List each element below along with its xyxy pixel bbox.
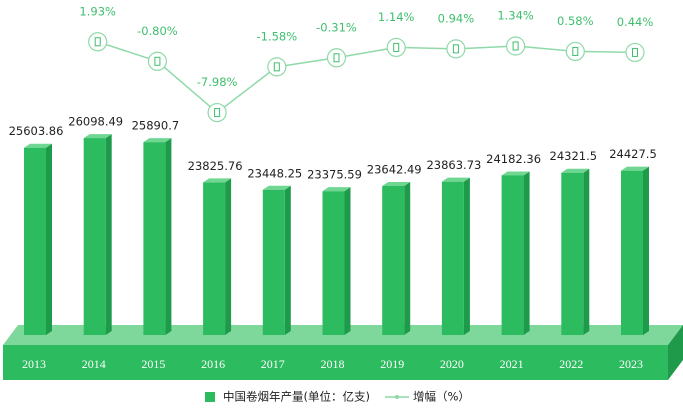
line-marker xyxy=(565,41,585,62)
marker-icon xyxy=(512,41,519,51)
bar-top xyxy=(382,181,411,186)
x-tick-label: 2021 xyxy=(500,357,524,371)
bar-side xyxy=(463,177,470,335)
bar-side xyxy=(643,166,649,335)
x-tick-label: 2014 xyxy=(82,357,106,371)
data-label: 23825.76 xyxy=(188,159,243,173)
bar xyxy=(203,182,226,335)
bar-side xyxy=(523,171,530,335)
bar-top xyxy=(561,168,590,173)
data-label: 25890.7 xyxy=(132,119,180,133)
bar-top xyxy=(621,166,649,171)
marker-icon xyxy=(154,56,161,66)
data-label: -0.80% xyxy=(137,24,178,38)
bar xyxy=(143,142,166,335)
data-label: 23448.25 xyxy=(247,166,302,180)
legend-swatch-dot xyxy=(395,395,399,399)
data-label: 23375.59 xyxy=(307,168,362,182)
bar-side xyxy=(165,138,172,335)
bar-side xyxy=(404,181,411,335)
bar-top xyxy=(262,185,291,190)
data-label: -7.98% xyxy=(197,75,238,89)
marker-icon xyxy=(393,42,400,52)
bar-side xyxy=(105,134,112,335)
x-tick-label: 2019 xyxy=(380,357,404,371)
bar-side xyxy=(225,178,232,335)
data-label: 23863.73 xyxy=(426,158,481,172)
bar xyxy=(382,185,405,335)
line-marker xyxy=(386,37,406,58)
bar-top xyxy=(83,134,112,139)
data-label: 0.44% xyxy=(617,15,654,29)
line xyxy=(97,41,636,114)
x-tick-label: 2020 xyxy=(440,357,464,371)
line-marker xyxy=(88,32,108,52)
line-marker xyxy=(207,102,227,123)
marker-icon xyxy=(214,108,221,118)
x-tick-label: 2013 xyxy=(22,357,46,371)
data-label: 24321.5 xyxy=(550,149,598,163)
bar-top xyxy=(143,138,172,143)
bar xyxy=(621,170,643,335)
data-label: -1.58% xyxy=(256,29,297,43)
data-label: 26098.49 xyxy=(68,115,123,129)
data-label: -0.31% xyxy=(316,20,357,34)
legend-label: 中国卷烟年产量(单位：亿支) xyxy=(223,390,370,404)
bar-top xyxy=(501,171,530,176)
line-marker xyxy=(147,51,167,71)
data-label: 0.94% xyxy=(438,11,475,25)
bar-top xyxy=(322,187,351,192)
x-tick-label: 2016 xyxy=(201,357,225,371)
data-label: 1.34% xyxy=(497,9,534,23)
bar xyxy=(561,172,584,335)
data-label: 24427.5 xyxy=(609,147,657,161)
bar xyxy=(441,181,464,335)
marker-icon xyxy=(273,62,280,72)
line-marker xyxy=(625,42,645,63)
x-tick-label: 2023 xyxy=(619,357,643,371)
legend-label: 增幅（%） xyxy=(413,390,470,404)
marker-icon xyxy=(452,44,459,54)
legend: 中国卷烟年产量(单位：亿支) 增幅（%） xyxy=(205,390,470,404)
data-label: 0.58% xyxy=(557,14,594,28)
bar xyxy=(83,138,106,335)
bar xyxy=(501,175,524,335)
line-marker xyxy=(446,39,466,59)
platform-side xyxy=(668,325,683,380)
data-label: 24182.36 xyxy=(486,152,541,166)
marker-icon xyxy=(333,53,340,63)
bar-side xyxy=(284,185,291,335)
x-tick-label: 2017 xyxy=(261,357,285,371)
marker-icon xyxy=(632,47,638,57)
line-marker xyxy=(505,36,526,56)
bar xyxy=(262,189,285,335)
bar-top xyxy=(203,178,232,183)
line-marker xyxy=(267,57,287,77)
bar-side xyxy=(46,143,52,335)
bar xyxy=(322,191,345,335)
marker-icon xyxy=(94,37,101,47)
x-tick-label: 2018 xyxy=(321,357,345,371)
x-tick-label: 2015 xyxy=(141,357,165,371)
x-tick-label: 2022 xyxy=(559,357,583,371)
bar-side xyxy=(583,168,590,335)
bar-top xyxy=(24,143,52,148)
line-marker xyxy=(326,48,347,68)
platform-front xyxy=(3,345,668,380)
marker-icon xyxy=(572,46,579,56)
data-label: 23642.49 xyxy=(367,162,422,176)
data-label: 1.93% xyxy=(79,4,116,18)
bar xyxy=(24,147,46,335)
data-label: 1.14% xyxy=(378,10,415,24)
legend-swatch xyxy=(205,392,215,402)
data-label: 25603.86 xyxy=(9,124,64,138)
bar-side xyxy=(344,187,351,335)
bar-top xyxy=(441,177,470,182)
